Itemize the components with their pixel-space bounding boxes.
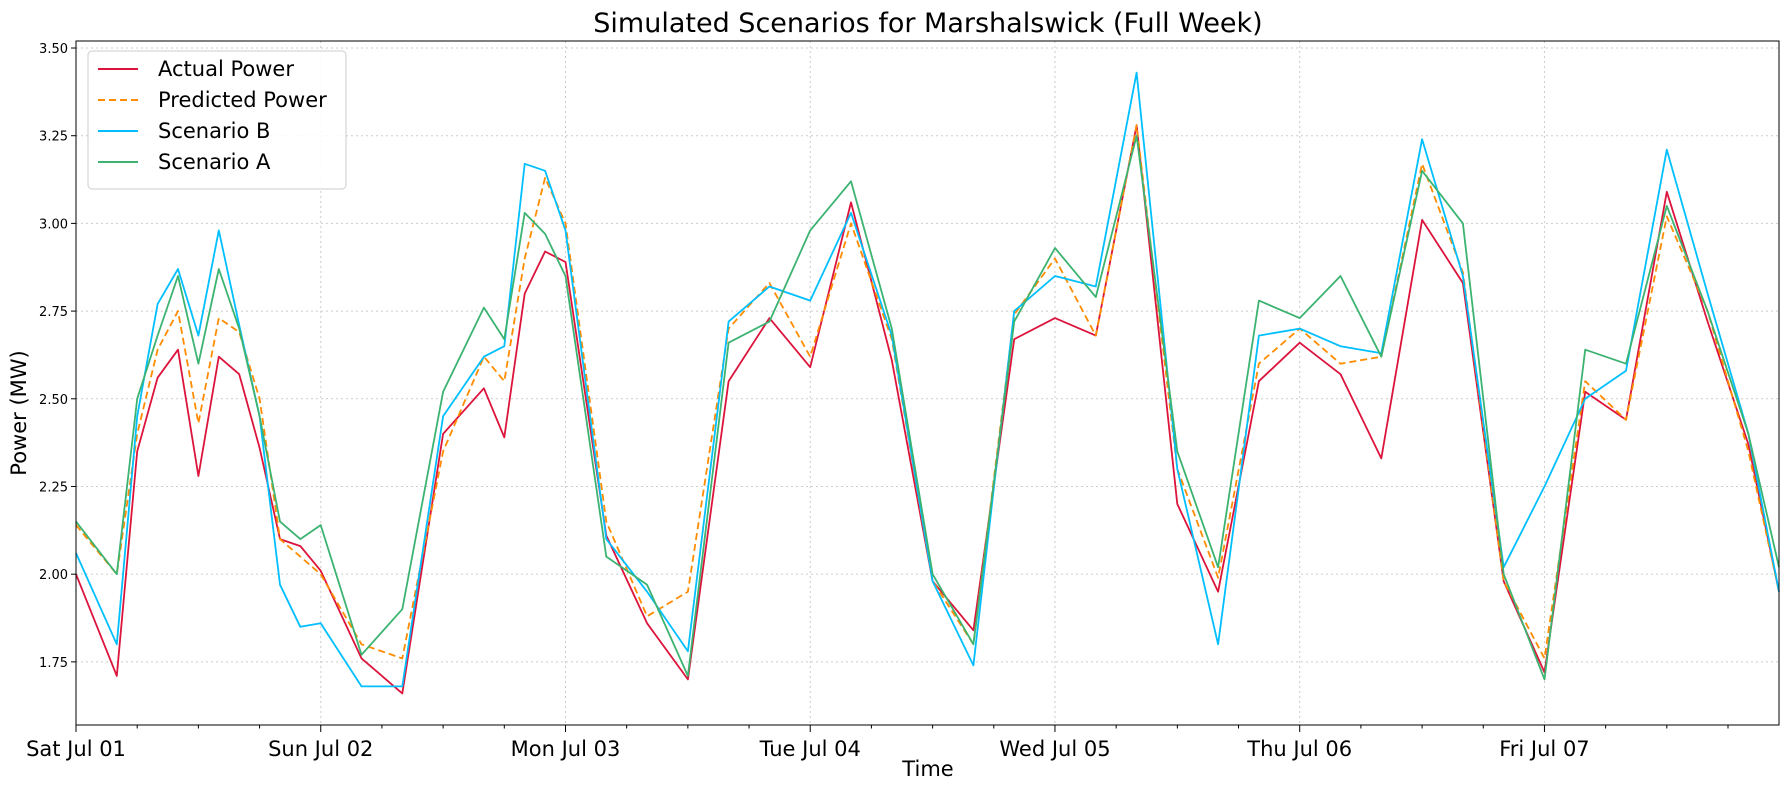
- legend-label: Scenario A: [158, 150, 271, 174]
- x-axis-label: Time: [901, 757, 953, 781]
- legend-label: Scenario B: [158, 119, 270, 143]
- series-line-actual-power: [75, 124, 1780, 695]
- plot-frame: [75, 40, 1780, 726]
- series-layer: [75, 71, 1780, 695]
- y-axis-label: Power (MW): [7, 350, 31, 475]
- x-tick-label: Sat Jul 01: [26, 737, 126, 761]
- x-tick-label: Mon Jul 03: [511, 737, 621, 761]
- y-tick-label: 2.25: [39, 480, 68, 495]
- y-tick-label: 3.00: [39, 217, 68, 232]
- grid: [75, 41, 1779, 725]
- series-line-predicted-power: [75, 124, 1780, 660]
- y-tick-label: 1.75: [39, 656, 68, 671]
- y-tick-label: 2.75: [39, 305, 68, 320]
- y-tick-label: 2.00: [39, 568, 68, 583]
- x-tick-label: Fri Jul 07: [1499, 737, 1589, 761]
- legend-label: Predicted Power: [158, 88, 327, 112]
- y-tick-label: 2.50: [39, 393, 68, 408]
- series-line-scenario-b: [75, 71, 1780, 688]
- legend: Actual Power Predicted Power Scenario B Sce…: [87, 50, 347, 190]
- x-tick-label: Sun Jul 02: [268, 737, 373, 761]
- y-tick-label: 3.50: [39, 42, 68, 57]
- x-tick-label: Thu Jul 06: [1246, 737, 1352, 761]
- legend-label: Actual Power: [158, 57, 294, 81]
- x-tick-label: Wed Jul 05: [999, 737, 1110, 761]
- axis-ticks: 1.75 2.00 2.25 2.50 2.75 3.00 3.25 3.50 Sat Jul …: [26, 42, 1729, 761]
- chart-title: Simulated Scenarios for Marshalswick (Fu…: [593, 8, 1262, 39]
- x-tick-label: Tue Jul 04: [759, 737, 861, 761]
- series-line-scenario-a: [75, 134, 1780, 681]
- legend-box: [87, 50, 347, 190]
- y-tick-label: 3.25: [39, 130, 68, 145]
